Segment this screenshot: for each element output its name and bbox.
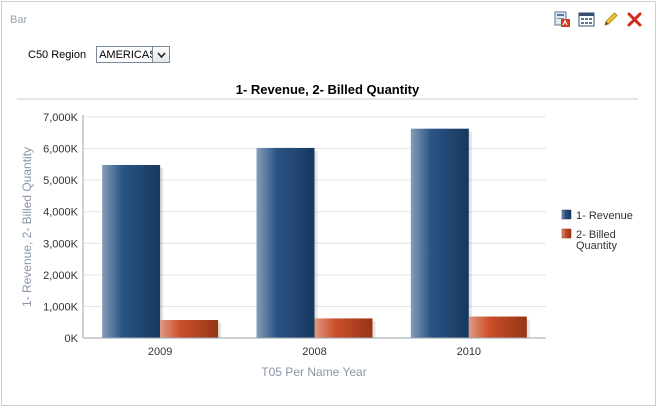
panel-title: Bar <box>10 14 28 26</box>
y-axis-title: 1- Revenue, 2- Billed Quantity <box>20 147 34 307</box>
bar[interactable] <box>468 316 527 338</box>
x-tick-label: 2008 <box>302 346 326 358</box>
bar[interactable] <box>160 320 219 338</box>
export-pdf-icon[interactable] <box>554 11 571 28</box>
chart-title: 1- Revenue, 2- Billed Quantity <box>235 82 420 97</box>
legend-label: 2- Billed <box>576 229 616 241</box>
bar[interactable] <box>314 318 373 338</box>
x-tick-label: 2010 <box>457 346 481 358</box>
bar[interactable] <box>102 164 161 338</box>
delete-icon[interactable] <box>626 11 643 28</box>
legend-label: Quantity <box>576 240 617 252</box>
region-prompt: C50 Region AMERICAS <box>28 46 171 63</box>
title-divider <box>17 98 638 100</box>
toolbar <box>554 11 643 28</box>
region-select-value: AMERICAS <box>99 49 153 61</box>
y-tick-label: 6,000K <box>43 144 79 156</box>
y-tick-label: 2,000K <box>43 270 79 282</box>
y-tick-label: 3,000K <box>43 238 79 250</box>
y-tick-label: 5,000K <box>43 175 79 187</box>
y-tick-label: 4,000K <box>43 207 79 219</box>
y-tick-label: 7,000K <box>43 112 79 124</box>
chevron-down-icon[interactable] <box>152 47 170 62</box>
legend-swatch <box>561 209 572 220</box>
region-label: C50 Region <box>28 48 87 61</box>
edit-icon[interactable] <box>602 11 619 28</box>
print-icon[interactable] <box>578 11 595 28</box>
legend-label: 1- Revenue <box>576 210 633 222</box>
legend-swatch <box>561 228 572 239</box>
x-tick-label: 2009 <box>148 346 172 358</box>
x-axis-title: T05 Per Name Year <box>261 365 366 379</box>
y-tick-label: 1,000K <box>43 301 79 313</box>
bar[interactable] <box>256 147 315 338</box>
y-tick-label: 0K <box>65 333 79 345</box>
region-select[interactable]: AMERICAS <box>96 46 171 63</box>
bar[interactable] <box>410 128 469 338</box>
